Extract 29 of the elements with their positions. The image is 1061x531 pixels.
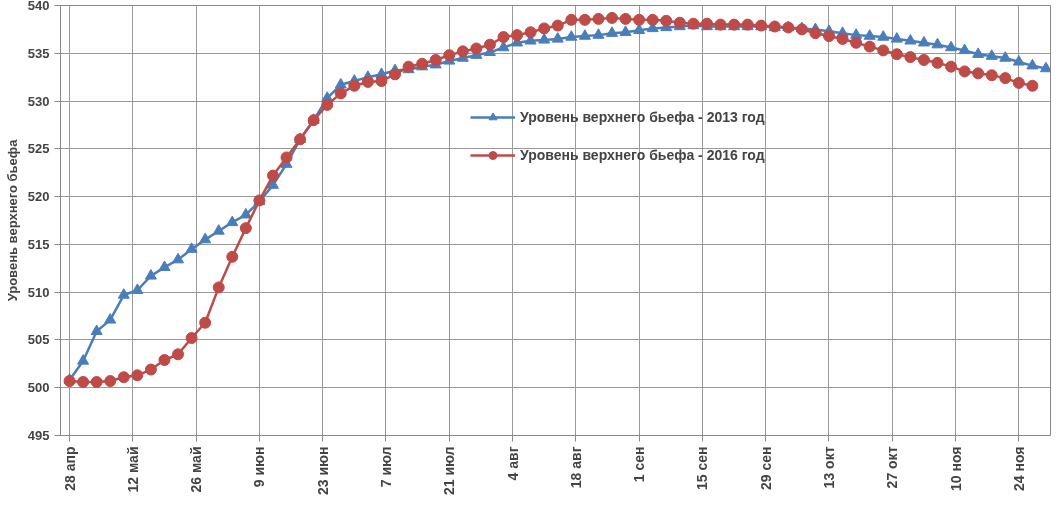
y-tick-label: 530 (27, 93, 50, 109)
x-tick-label: 1 сен (631, 446, 648, 483)
y-tick-label: 495 (27, 428, 50, 443)
y-tick-label: 500 (27, 380, 50, 396)
x-tick-label: 18 авг (567, 446, 584, 489)
y-tick-label: 525 (27, 141, 50, 157)
y-tick-label: 520 (27, 189, 50, 205)
x-tick-label: 12 май (124, 446, 141, 493)
x-tick-label: 27 окт (884, 446, 901, 489)
y-axis-title: Уровень верхнего бьефа (4, 138, 20, 302)
legend-label: Уровень верхнего бьефа - 2013 год (520, 109, 765, 125)
x-tick-label: 29 сен (757, 446, 774, 490)
x-tick-label: 24 ноя (1010, 446, 1027, 491)
x-tick-label: 15 сен (694, 446, 711, 490)
y-tick-label: 505 (27, 332, 50, 348)
y-tick-label: 510 (27, 284, 50, 300)
y-tick-label: 535 (27, 45, 50, 61)
x-tick-label: 26 май (188, 446, 205, 493)
x-tick-label: 23 июн (314, 446, 331, 495)
x-tick-label: 28 апр (61, 446, 78, 491)
x-tick-label: 13 окт (820, 446, 837, 489)
legend-label: Уровень верхнего бьефа - 2016 год (520, 147, 765, 163)
x-tick-label: 7 июл (377, 446, 394, 488)
y-tick-label: 540 (27, 0, 50, 13)
x-tick-label: 10 ноя (947, 446, 964, 491)
y-tick-label: 515 (27, 236, 50, 252)
x-tick-label: 9 июн (251, 446, 268, 488)
x-tick-label: 4 авг (504, 446, 521, 481)
x-tick-label: 21 июл (441, 446, 458, 496)
